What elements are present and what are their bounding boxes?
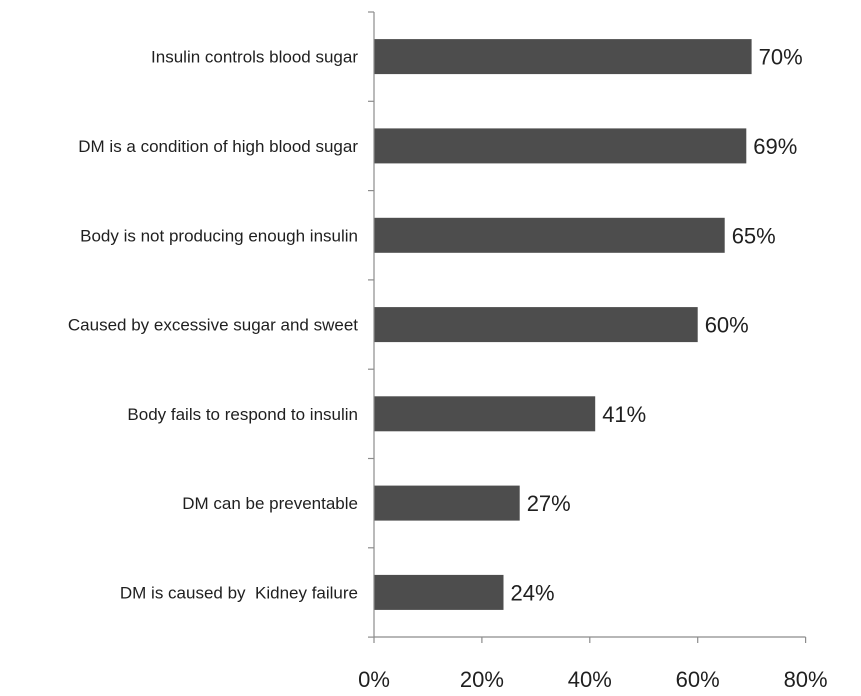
category-label-1: Insulin controls blood sugar — [151, 48, 358, 67]
category-label-4: Caused by excessive sugar and sweet — [68, 316, 358, 335]
x-tick-label-4: 80% — [784, 667, 828, 692]
value-label-7: 24% — [511, 580, 555, 605]
x-tick-label-2: 40% — [568, 667, 612, 692]
x-tick-label-1: 20% — [460, 667, 504, 692]
bar-4 — [374, 307, 698, 343]
value-label-6: 27% — [527, 491, 571, 516]
category-label-3: Body is not producing enough insulin — [80, 226, 358, 245]
bar-6 — [374, 485, 520, 521]
bar-3 — [374, 217, 725, 253]
value-label-1: 70% — [759, 45, 803, 70]
category-label-7: DM is caused by Kidney failure — [120, 583, 358, 602]
bar-2 — [374, 128, 747, 164]
category-label-6: DM can be preventable — [182, 494, 358, 513]
bar-1 — [374, 39, 752, 75]
value-label-2: 69% — [753, 134, 797, 159]
bar-7 — [374, 574, 504, 610]
value-label-4: 60% — [705, 313, 749, 338]
bar-5 — [374, 396, 596, 432]
x-tick-label-0: 0% — [358, 667, 390, 692]
x-tick-label-3: 60% — [676, 667, 720, 692]
category-label-2: DM is a condition of high blood sugar — [78, 137, 358, 156]
value-label-5: 41% — [602, 402, 646, 427]
category-label-5: Body fails to respond to insulin — [127, 405, 358, 424]
value-label-3: 65% — [732, 223, 776, 248]
